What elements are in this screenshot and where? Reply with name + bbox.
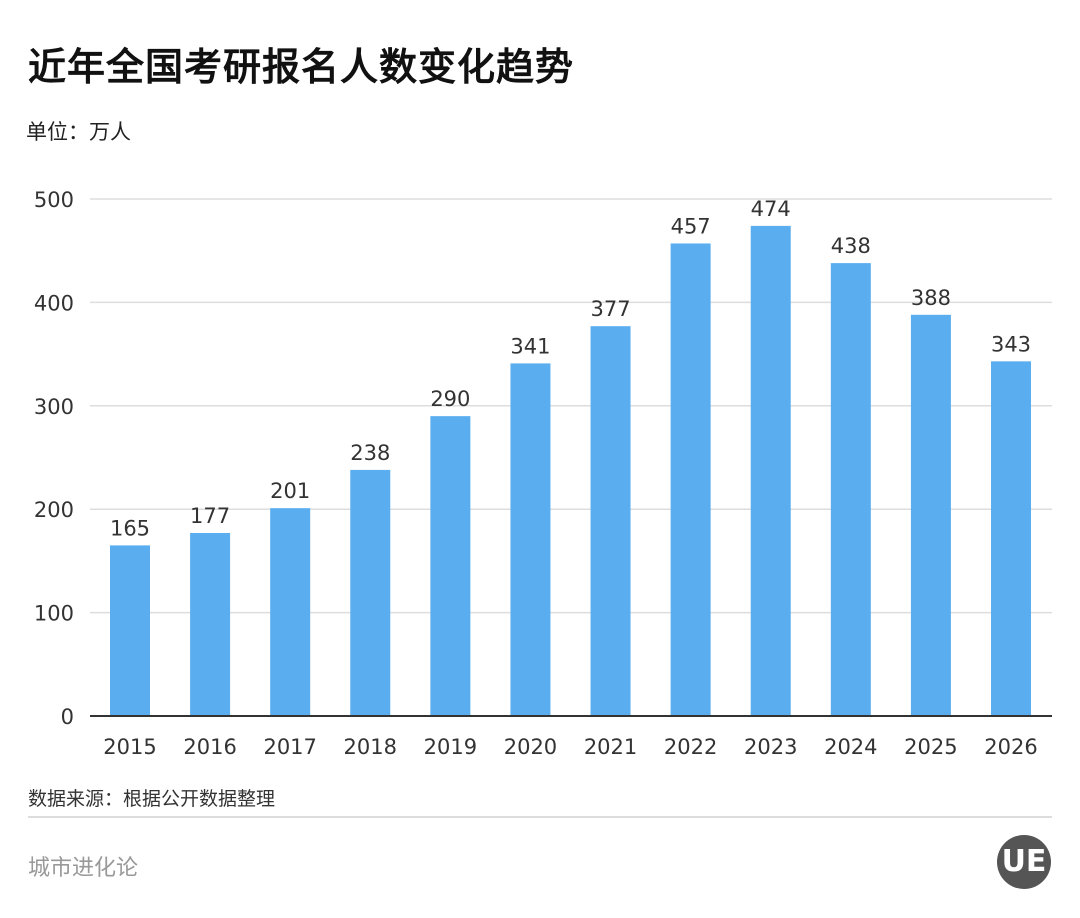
data-label: 377 (590, 297, 630, 321)
x-tick-label: 2023 (744, 735, 797, 759)
x-tick-label: 2022 (664, 735, 717, 759)
x-tick-label: 2016 (183, 735, 236, 759)
bar-2024 (830, 263, 871, 716)
data-label: 341 (510, 334, 550, 358)
y-tick-label: 300 (34, 395, 74, 419)
x-tick-label: 2019 (424, 735, 477, 759)
bar-2023 (750, 225, 791, 716)
data-label: 438 (831, 234, 871, 258)
y-tick-label: 0 (61, 705, 74, 729)
x-tick-label: 2020 (504, 735, 557, 759)
divider (28, 816, 1052, 818)
bar-2015 (110, 545, 150, 716)
x-tick-label: 2017 (263, 735, 316, 759)
bar-2021 (590, 326, 631, 716)
bar-2017 (270, 508, 311, 716)
data-label: 177 (190, 504, 230, 528)
x-tick-label: 2015 (103, 735, 156, 759)
source-note: 数据来源：根据公开数据整理 (28, 788, 276, 810)
unit-label: 单位：万人 (26, 120, 131, 144)
bar-2016 (190, 532, 231, 716)
data-label: 165 (110, 516, 150, 540)
x-tick-label: 2026 (984, 735, 1037, 759)
bar-2020 (510, 363, 551, 716)
y-tick-label: 100 (34, 602, 74, 626)
data-label: 388 (911, 286, 951, 310)
chart-title: 近年全国考研报名人数变化趋势 (28, 45, 575, 89)
bar-2018 (350, 469, 391, 716)
y-tick-label: 400 (34, 291, 74, 315)
x-tick-label: 2025 (904, 735, 957, 759)
bar-2019 (430, 416, 471, 716)
brand-name: 城市进化论 (28, 856, 139, 881)
data-label: 238 (350, 441, 390, 465)
data-label: 343 (991, 332, 1031, 356)
data-label: 474 (751, 197, 791, 221)
x-tick-label: 2018 (344, 735, 397, 759)
data-label: 290 (430, 387, 470, 411)
bar-2022 (670, 243, 711, 716)
bar-2025 (910, 314, 951, 716)
data-label: 457 (671, 214, 711, 238)
brand-logo: UE (997, 835, 1051, 889)
data-label: 201 (270, 479, 310, 503)
x-tick-label: 2021 (584, 735, 637, 759)
bar-2026 (991, 361, 1031, 716)
y-tick-label: 500 (34, 188, 74, 212)
x-tick-label: 2024 (824, 735, 877, 759)
y-tick-label: 200 (34, 498, 74, 522)
